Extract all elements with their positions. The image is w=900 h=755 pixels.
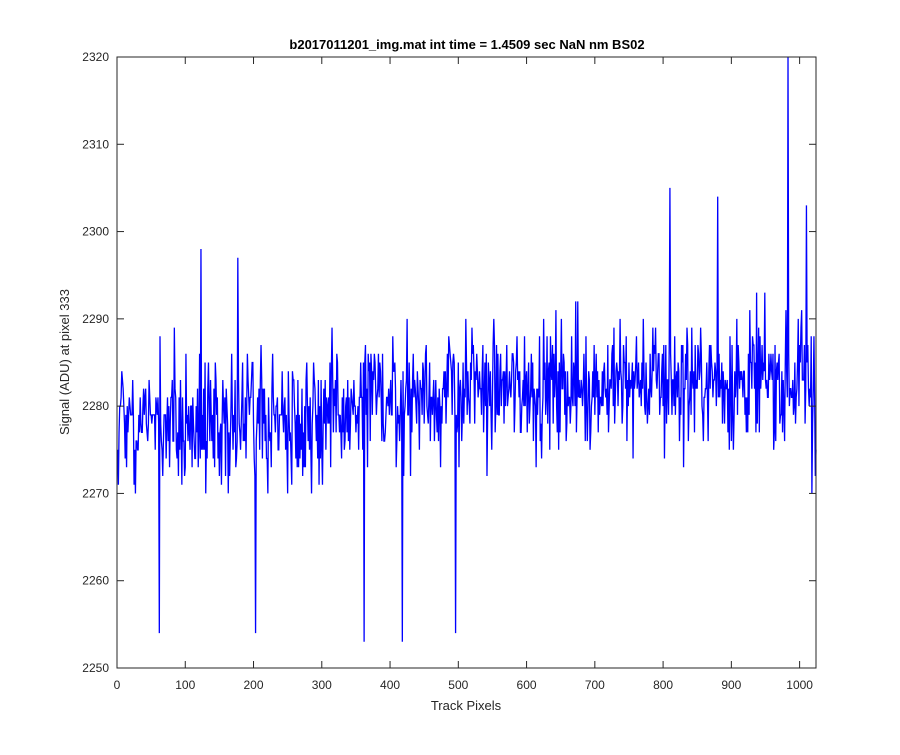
x-tick-label: 500 bbox=[448, 678, 468, 692]
x-tick-label: 800 bbox=[653, 678, 673, 692]
x-tick-label: 400 bbox=[380, 678, 400, 692]
axes-frame bbox=[116, 56, 817, 669]
y-tick-label: 2290 bbox=[82, 312, 109, 326]
x-tick-label: 0 bbox=[114, 678, 121, 692]
y-tick-label: 2310 bbox=[82, 137, 109, 151]
y-tick-label: 2320 bbox=[82, 50, 109, 64]
x-tick-label: 200 bbox=[244, 678, 264, 692]
plot-area bbox=[116, 56, 817, 669]
x-tick-label: 300 bbox=[312, 678, 332, 692]
x-tick-label: 700 bbox=[585, 678, 605, 692]
x-tick-label: 900 bbox=[721, 678, 741, 692]
signal-series-line bbox=[117, 56, 817, 642]
x-axis: 0 100 200 300 400 500 600 700 800 900 1000 bbox=[114, 57, 813, 692]
y-tick-label: 2260 bbox=[82, 574, 109, 588]
y-axis-label: Signal (ADU) at pixel 333 bbox=[57, 289, 72, 435]
y-tick-label: 2270 bbox=[82, 486, 109, 500]
y-tick-label: 2250 bbox=[82, 661, 109, 675]
y-tick-label: 2300 bbox=[82, 225, 109, 239]
chart-title: b2017011201_img.mat int time = 1.4509 se… bbox=[289, 37, 644, 52]
y-axis: 2250 2260 2270 2280 2290 2300 2310 2320 bbox=[82, 50, 816, 675]
x-tick-label: 600 bbox=[517, 678, 537, 692]
x-tick-label: 1000 bbox=[786, 678, 813, 692]
y-tick-label: 2280 bbox=[82, 399, 109, 413]
x-axis-label: Track Pixels bbox=[431, 698, 502, 713]
x-tick-label: 100 bbox=[175, 678, 195, 692]
